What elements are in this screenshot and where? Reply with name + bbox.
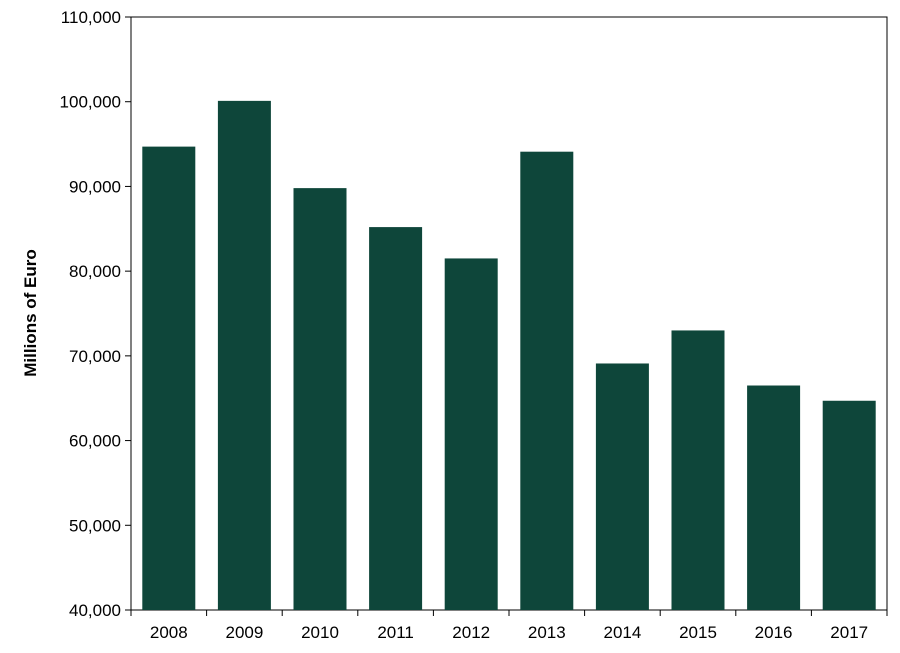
bar-2013 (520, 151, 574, 610)
x-tick-label: 2012 (452, 623, 490, 642)
y-axis: 40,000 50,000 60,000 70,000 80,000 90,000 100,… (60, 8, 131, 620)
x-tick-label: 2015 (679, 623, 717, 642)
bar-2012 (444, 258, 498, 610)
y-tick-label: 90,000 (69, 177, 121, 196)
y-tick-label: 70,000 (69, 347, 121, 366)
bar-2010 (293, 188, 347, 610)
y-tick-label: 50,000 (69, 516, 121, 535)
y-tick-label: 80,000 (69, 262, 121, 281)
x-tick-label: 2009 (225, 623, 263, 642)
x-tick-label: 2014 (603, 623, 641, 642)
y-tick-label: 110,000 (61, 8, 121, 27)
y-axis-label: Millions of Euro (21, 249, 40, 377)
x-tick-label: 2016 (755, 623, 793, 642)
x-axis: 2008 2009 2010 2011 2012 2013 2014 2015 2016 2017 (130, 610, 888, 642)
bar-2008 (142, 146, 196, 610)
x-tick-label: 2011 (377, 623, 414, 642)
x-tick-label: 2013 (528, 623, 566, 642)
bar-2009 (217, 100, 271, 611)
x-tick-label: 2017 (830, 623, 868, 642)
bar-2016 (747, 385, 801, 610)
x-tick-label: 2008 (150, 623, 188, 642)
bars (142, 100, 876, 611)
bar-2017 (822, 400, 876, 610)
y-tick-label: 60,000 (69, 432, 121, 451)
bar-2011 (369, 227, 423, 610)
y-tick-label: 100,000 (60, 93, 121, 112)
bar-2014 (595, 363, 649, 610)
bar-2015 (671, 330, 725, 610)
y-tick-label: 40,000 (69, 601, 121, 620)
x-tick-label: 2010 (301, 623, 339, 642)
